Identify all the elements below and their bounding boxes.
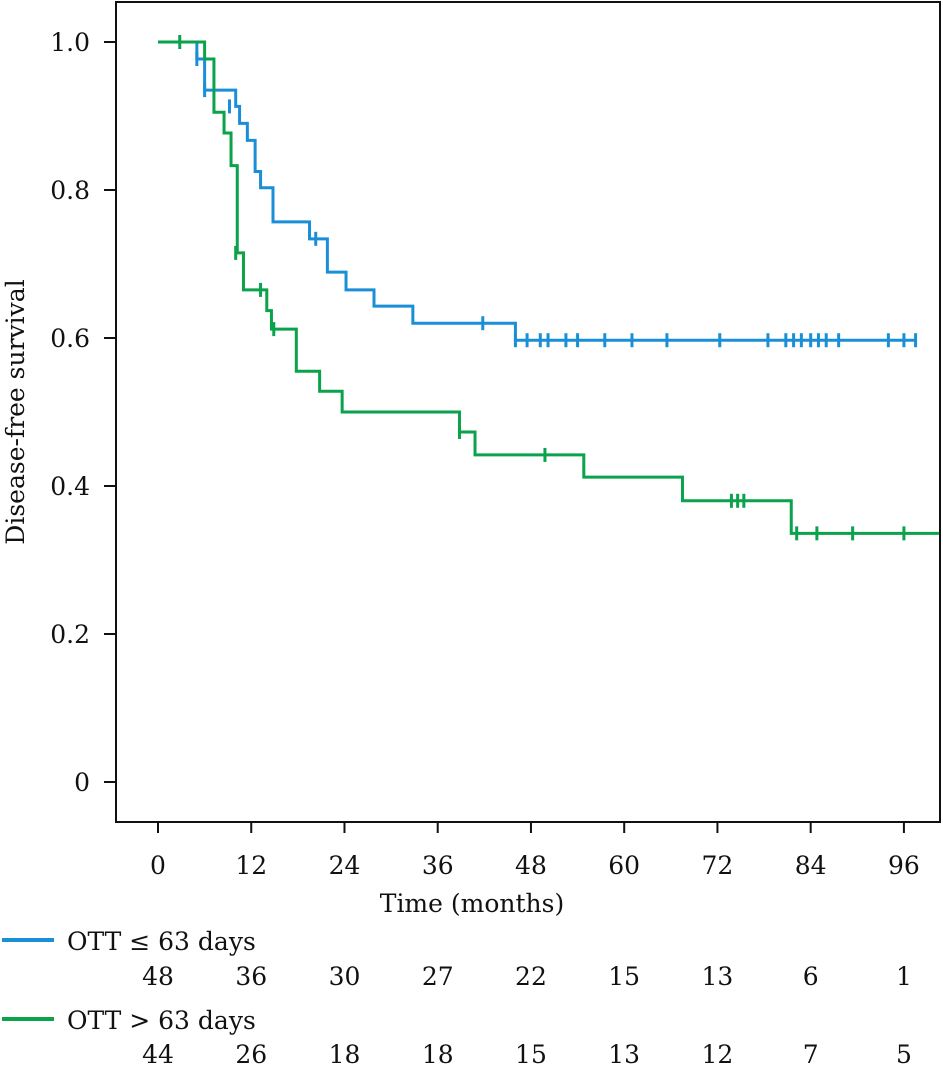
y-axis: 0 0.2 0.4 0.6 0.8 1.0 xyxy=(50,28,116,797)
survival-curve-series-0 xyxy=(158,40,916,342)
legend: OTT ≤ 63 days OTT > 63 days xyxy=(2,927,256,1035)
x-tick-label: 84 xyxy=(795,851,827,880)
at-risk-count-series-0: 22 xyxy=(515,962,547,991)
survival-curves xyxy=(158,35,939,541)
x-tick-label: 72 xyxy=(702,851,734,880)
at-risk-count-series-1: 15 xyxy=(515,1040,547,1069)
x-tick-label: 36 xyxy=(422,851,454,880)
x-tick-label: 24 xyxy=(329,851,361,880)
at-risk-count-series-0: 48 xyxy=(142,962,174,991)
at-risk-count-series-1: 7 xyxy=(803,1040,819,1069)
y-tick-label: 1.0 xyxy=(50,28,90,57)
legend-label-series-1: OTT > 63 days xyxy=(67,1006,256,1035)
at-risk-count-series-1: 44 xyxy=(142,1040,174,1069)
at-risk-count-series-0: 15 xyxy=(608,962,640,991)
x-tick-label: 12 xyxy=(235,851,267,880)
at-risk-count-series-0: 30 xyxy=(329,962,361,991)
at-risk-count-series-0: 27 xyxy=(422,962,454,991)
plot-area-frame xyxy=(115,1,941,823)
at-risk-count-series-0: 6 xyxy=(803,962,819,991)
y-axis-title: Disease-free survival xyxy=(1,279,30,544)
x-tick-label: 60 xyxy=(608,851,640,880)
at-risk-count-series-1: 5 xyxy=(896,1040,912,1069)
at-risk-count-series-1: 18 xyxy=(329,1040,361,1069)
number-at-risk-table: 48 36 30 27 22 15 13 6 1 44 26 18 18 15 13 12 7 5 xyxy=(142,962,912,1069)
x-axis: 0 12 24 36 48 60 72 84 96 xyxy=(150,822,920,880)
survival-curve-series-1 xyxy=(158,40,939,535)
x-tick-label: 0 xyxy=(150,851,166,880)
at-risk-count-series-1: 13 xyxy=(608,1040,640,1069)
y-tick-label: 0.2 xyxy=(50,620,90,649)
x-tick-label: 96 xyxy=(888,851,920,880)
legend-label-series-0: OTT ≤ 63 days xyxy=(67,927,256,956)
at-risk-count-series-0: 13 xyxy=(702,962,734,991)
y-tick-label: 0.6 xyxy=(50,324,90,353)
y-tick-label: 0.4 xyxy=(50,472,90,501)
at-risk-count-series-1: 12 xyxy=(702,1040,734,1069)
y-tick-label: 0.8 xyxy=(50,176,90,205)
at-risk-count-series-0: 36 xyxy=(235,962,267,991)
at-risk-count-series-1: 26 xyxy=(235,1040,267,1069)
at-risk-count-series-1: 18 xyxy=(422,1040,454,1069)
x-tick-label: 48 xyxy=(515,851,547,880)
x-axis-title: Time (months) xyxy=(380,889,564,918)
y-tick-label: 0 xyxy=(74,768,90,797)
at-risk-count-series-0: 1 xyxy=(896,962,912,991)
